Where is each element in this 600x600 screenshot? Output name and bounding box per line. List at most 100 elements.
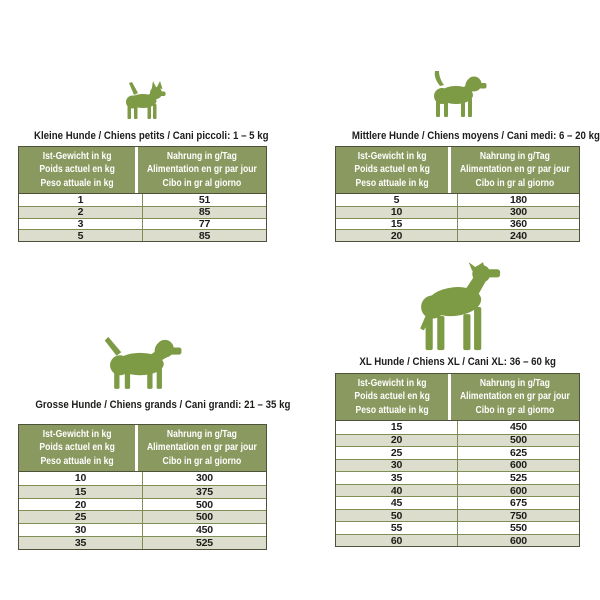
table-row: 40 600 [336, 483, 579, 497]
weight-cell: 1 [77, 193, 84, 206]
weight-cell: 2 [77, 206, 84, 219]
weight-cell: 20 [390, 434, 403, 447]
food-cell: 600 [457, 535, 579, 547]
feeding-table-medium-dogs: Ist-Gewicht in kg Poids actuel en kg Pes… [335, 146, 580, 242]
weight-cell: 35 [390, 471, 403, 484]
table-row: 45 675 [336, 496, 579, 509]
food-cell: 360 [457, 218, 579, 230]
table-row: 5 180 [336, 194, 579, 206]
table-row: 50 750 [336, 508, 579, 522]
weight-column-header: Ist-Gewicht in kg Poids actuel en kg Pes… [336, 147, 449, 193]
table-header: Ist-Gewicht in kg Poids actuel en kg Pes… [336, 147, 579, 193]
weight-cell: 55 [390, 522, 403, 535]
weight-cell: 50 [390, 509, 403, 522]
weight-cell: 30 [74, 524, 87, 537]
food-cell: 675 [457, 497, 579, 509]
feeding-table-small-dogs: Ist-Gewicht in kg Poids actuel en kg Pes… [18, 146, 267, 242]
weight-cell: 40 [390, 484, 403, 497]
header-divider [448, 147, 452, 193]
feeding-table-xl-dogs: Ist-Gewicht in kg Poids actuel en kg Pes… [335, 373, 580, 548]
header-divider [448, 374, 452, 420]
food-cell: 300 [457, 206, 579, 218]
weight-column-header: Ist-Gewicht in kg Poids actuel en kg Pes… [19, 147, 136, 193]
section-title-small-dogs: Kleine Hunde / Chiens petits / Cani picc… [18, 129, 269, 143]
food-cell: 300 [142, 472, 266, 485]
weight-cell: 5 [393, 193, 400, 206]
small-dog-icon [120, 80, 166, 120]
food-cell: 600 [457, 459, 579, 471]
xl-dog-icon [413, 262, 501, 352]
section-title-large-dogs: Grosse Hunde / Chiens grands / Cani gran… [18, 398, 290, 412]
table-header: Ist-Gewicht in kg Poids actuel en kg Pes… [336, 374, 579, 420]
table-row: 30 450 [19, 523, 266, 536]
table-row: 10 300 [336, 205, 579, 219]
weight-cell: 45 [390, 497, 403, 510]
section-title-xl-dogs: XL Hunde / Chiens XL / Cani XL: 36 – 60 … [335, 355, 580, 369]
table-row: 2 85 [19, 205, 266, 219]
table-row: 15 450 [336, 421, 579, 434]
table-row: 35 525 [19, 536, 266, 549]
weight-cell: 15 [390, 217, 403, 230]
table-row: 30 600 [336, 458, 579, 472]
food-cell: 375 [142, 486, 266, 498]
table-row: 20 500 [336, 433, 579, 447]
large-dog-icon [101, 331, 184, 390]
table-header: Ist-Gewicht in kg Poids actuel en kg Pes… [19, 147, 266, 193]
weight-cell: 5 [77, 229, 84, 242]
food-column-header: Nahrung in g/Tag Alimentation en gr par … [138, 425, 266, 471]
food-column-header: Nahrung in g/Tag Alimentation en gr par … [451, 374, 579, 420]
table-row: 55 550 [336, 521, 579, 534]
food-cell: 51 [142, 194, 266, 206]
food-cell: 625 [457, 447, 579, 459]
weight-cell: 25 [390, 446, 403, 459]
food-cell: 550 [457, 522, 579, 534]
table-body: 5 180 10 300 15 360 20 240 [336, 193, 579, 242]
section-title-text: Kleine Hunde / Chiens petits / Cani picc… [33, 130, 269, 142]
food-cell: 450 [457, 421, 579, 434]
food-cell: 180 [457, 194, 579, 206]
table-row: 15 360 [336, 217, 579, 230]
weight-cell: 3 [77, 217, 84, 230]
section-title-text: Grosse Hunde / Chiens grands / Cani gran… [35, 399, 291, 411]
food-cell: 600 [457, 485, 579, 497]
table-header: Ist-Gewicht in kg Poids actuel en kg Pes… [19, 425, 266, 471]
table-row: 35 525 [336, 471, 579, 484]
food-column-header: Nahrung in g/Tag Alimentation en gr par … [451, 147, 579, 193]
table-body: 10 300 15 375 20 500 25 500 30 450 35 525 [19, 471, 266, 549]
food-cell: 240 [457, 230, 579, 242]
food-cell: 500 [142, 511, 266, 523]
header-divider [135, 425, 139, 471]
table-row: 25 625 [336, 446, 579, 459]
header-divider [135, 147, 139, 193]
food-cell: 500 [457, 434, 579, 446]
section-title-text: Mittlere Hunde / Chiens moyens / Cani me… [351, 130, 600, 142]
weight-cell: 20 [74, 498, 87, 511]
food-cell: 525 [142, 537, 266, 549]
table-row: 10 300 [19, 472, 266, 485]
feeding-table-large-dogs: Ist-Gewicht in kg Poids actuel en kg Pes… [18, 424, 267, 550]
table-row: 1 51 [19, 194, 266, 206]
weight-cell: 10 [390, 206, 403, 219]
weight-cell: 20 [390, 229, 403, 242]
section-title-medium-dogs: Mittlere Hunde / Chiens moyens / Cani me… [335, 129, 600, 143]
weight-cell: 25 [74, 511, 87, 524]
food-cell: 525 [457, 472, 579, 484]
food-cell: 77 [142, 218, 266, 230]
weight-cell: 15 [74, 485, 87, 498]
table-row: 15 375 [19, 484, 266, 498]
section-title-text: XL Hunde / Chiens XL / Cani XL: 36 – 60 … [359, 356, 556, 368]
weight-cell: 35 [74, 537, 87, 550]
table-row: 25 500 [19, 510, 266, 523]
food-cell: 85 [142, 206, 266, 218]
food-column-header: Nahrung in g/Tag Alimentation en gr par … [138, 147, 266, 193]
weight-cell: 30 [390, 459, 403, 472]
food-cell: 85 [142, 230, 266, 242]
weight-cell: 60 [390, 534, 403, 547]
weight-column-header: Ist-Gewicht in kg Poids actuel en kg Pes… [336, 374, 449, 420]
table-row: 3 77 [19, 217, 266, 230]
table-body: 1 51 2 85 3 77 5 85 [19, 193, 266, 242]
table-row: 20 240 [336, 229, 579, 242]
table-row: 60 600 [336, 533, 579, 547]
weight-column-header: Ist-Gewicht in kg Poids actuel en kg Pes… [19, 425, 136, 471]
food-cell: 450 [142, 524, 266, 536]
